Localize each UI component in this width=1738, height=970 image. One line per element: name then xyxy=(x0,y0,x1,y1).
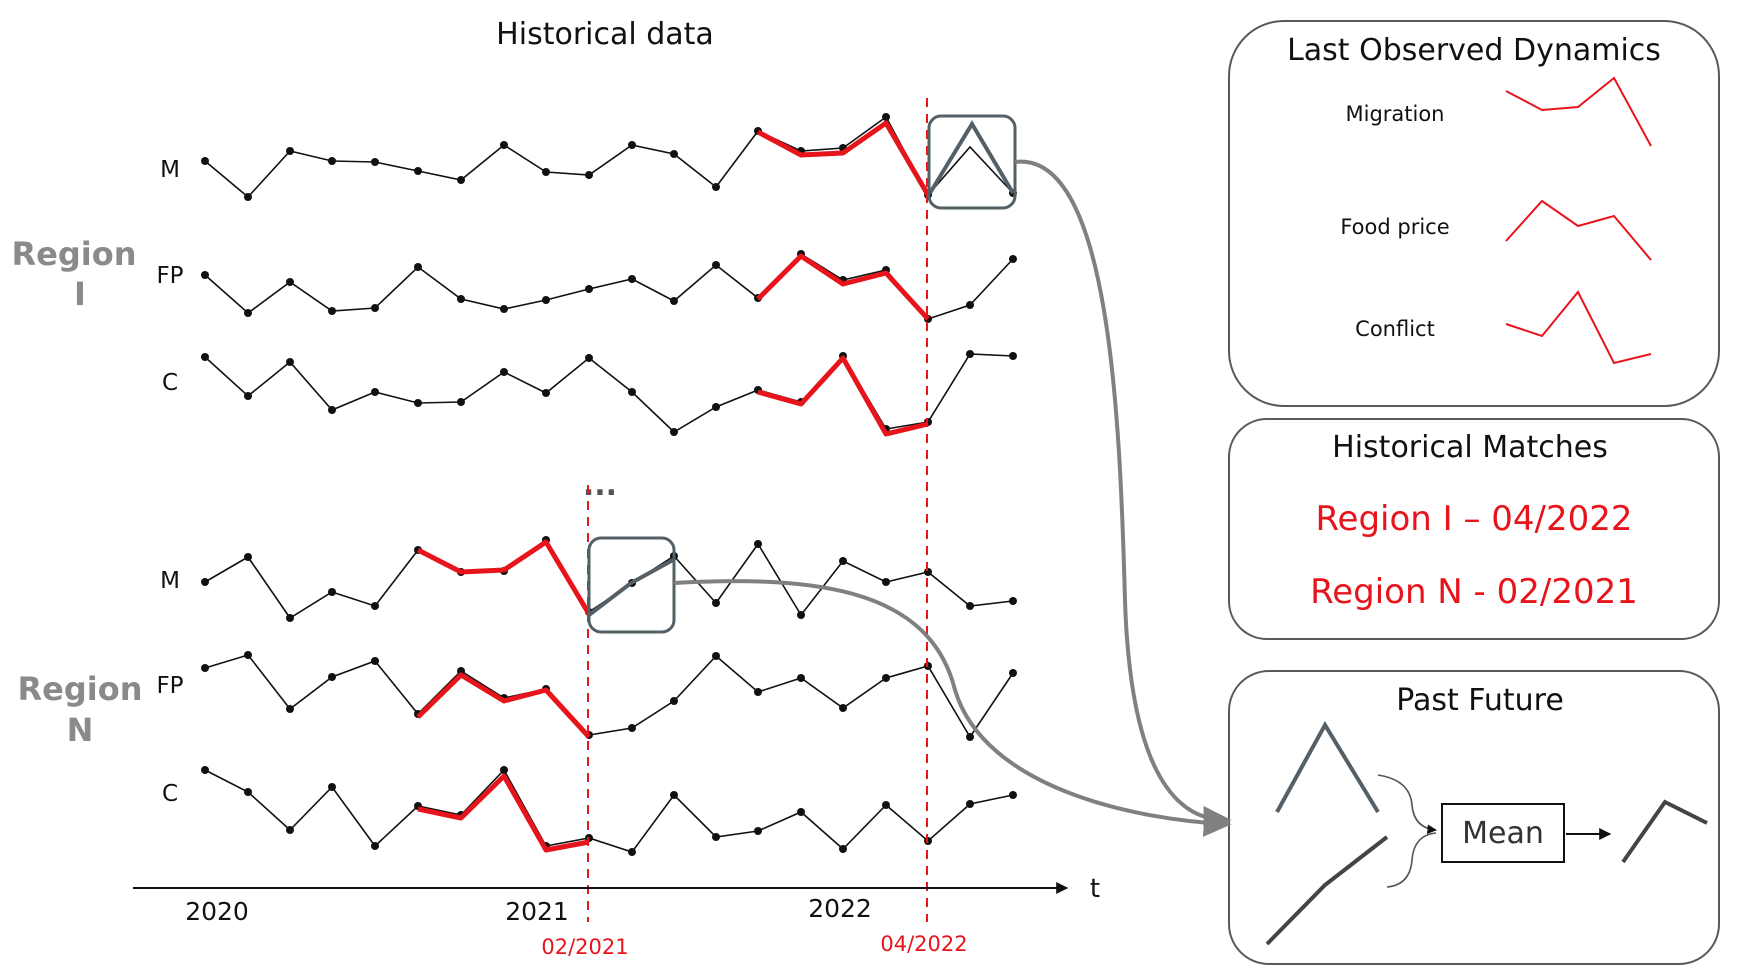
row-label-region-i-fp: FP xyxy=(156,263,183,289)
mean-box xyxy=(1441,803,1565,863)
highlight-region-n-conflict xyxy=(417,773,590,853)
year-label-2021: 2021 xyxy=(505,897,569,926)
year-label-2022: 2022 xyxy=(808,894,872,923)
region-i-label-line2: I xyxy=(74,275,86,313)
connector-arrow-region-n xyxy=(673,579,1232,837)
row-label-region-n-fp: FP xyxy=(156,673,183,699)
window-region-i xyxy=(927,114,1017,210)
time-axis-label: t xyxy=(1090,874,1100,904)
region-i-label-line1: Region xyxy=(12,235,137,273)
forecast-shape xyxy=(1621,799,1708,864)
panel-last-observed-dynamics: Last Observed Dynamics Migration Food pr… xyxy=(1228,20,1720,407)
window-region-n xyxy=(587,536,676,634)
highlight-region-n xyxy=(416,539,592,853)
match-region-i: Region I – 04/2022 xyxy=(1315,499,1632,539)
region-n-label-line2: N xyxy=(67,711,94,749)
panel-last-observed-title: Last Observed Dynamics xyxy=(1287,33,1661,68)
merge-arrow-top xyxy=(1377,774,1437,834)
series-region-i-conflict xyxy=(201,350,1017,436)
region-i-label: Region I xyxy=(12,235,137,313)
marker-label-02-2021: 02/2021 xyxy=(541,935,628,959)
year-label-2020: 2020 xyxy=(185,897,249,926)
sparkline-conflict xyxy=(1505,290,1652,365)
sparkline-migration xyxy=(1505,76,1652,147)
region-n-label: Region N xyxy=(18,670,143,749)
highlight-region-n-migration xyxy=(416,539,592,616)
future-shape-region-n xyxy=(1265,835,1389,946)
panel-past-future-title: Past Future xyxy=(1396,683,1564,718)
marker-label-04-2022: 04/2022 xyxy=(880,932,967,956)
highlight-region-i-food-price xyxy=(756,253,930,321)
main-title: Historical data xyxy=(496,17,714,52)
panel-past-future: Past Future Mean xyxy=(1228,670,1720,965)
highlight-region-n-food-price xyxy=(416,672,591,739)
label-food-price: Food price xyxy=(1340,215,1449,239)
panel-historical-matches-title: Historical Matches xyxy=(1332,430,1608,465)
row-label-region-i-m: M xyxy=(160,157,180,183)
highlight-region-i xyxy=(756,120,931,437)
region-n-label-line1: Region xyxy=(18,670,143,708)
series-region-i-food-price xyxy=(201,250,1017,323)
highlight-region-i-conflict xyxy=(757,355,929,437)
series-region-n-conflict xyxy=(201,766,1017,856)
highlight-region-i-migration xyxy=(756,120,931,197)
future-shape-region-i xyxy=(1275,721,1380,814)
label-migration: Migration xyxy=(1345,102,1444,126)
series-region-i-migration xyxy=(201,113,1017,201)
row-label-region-i-c: C xyxy=(162,370,178,396)
row-label-region-n-c: C xyxy=(162,781,178,807)
connector-arrow-region-i xyxy=(1014,159,1232,834)
match-region-n: Region N - 02/2021 xyxy=(1310,572,1638,612)
mean-label: Mean xyxy=(1462,816,1544,851)
label-conflict: Conflict xyxy=(1355,317,1435,341)
sparkline-food-price xyxy=(1505,199,1652,261)
row-label-region-n-m: M xyxy=(160,568,180,594)
merge-arrow-bottom xyxy=(1386,832,1437,888)
series-region-n-food-price xyxy=(201,651,1017,741)
panel-historical-matches: Historical Matches Region I – 04/2022 Re… xyxy=(1228,418,1720,640)
